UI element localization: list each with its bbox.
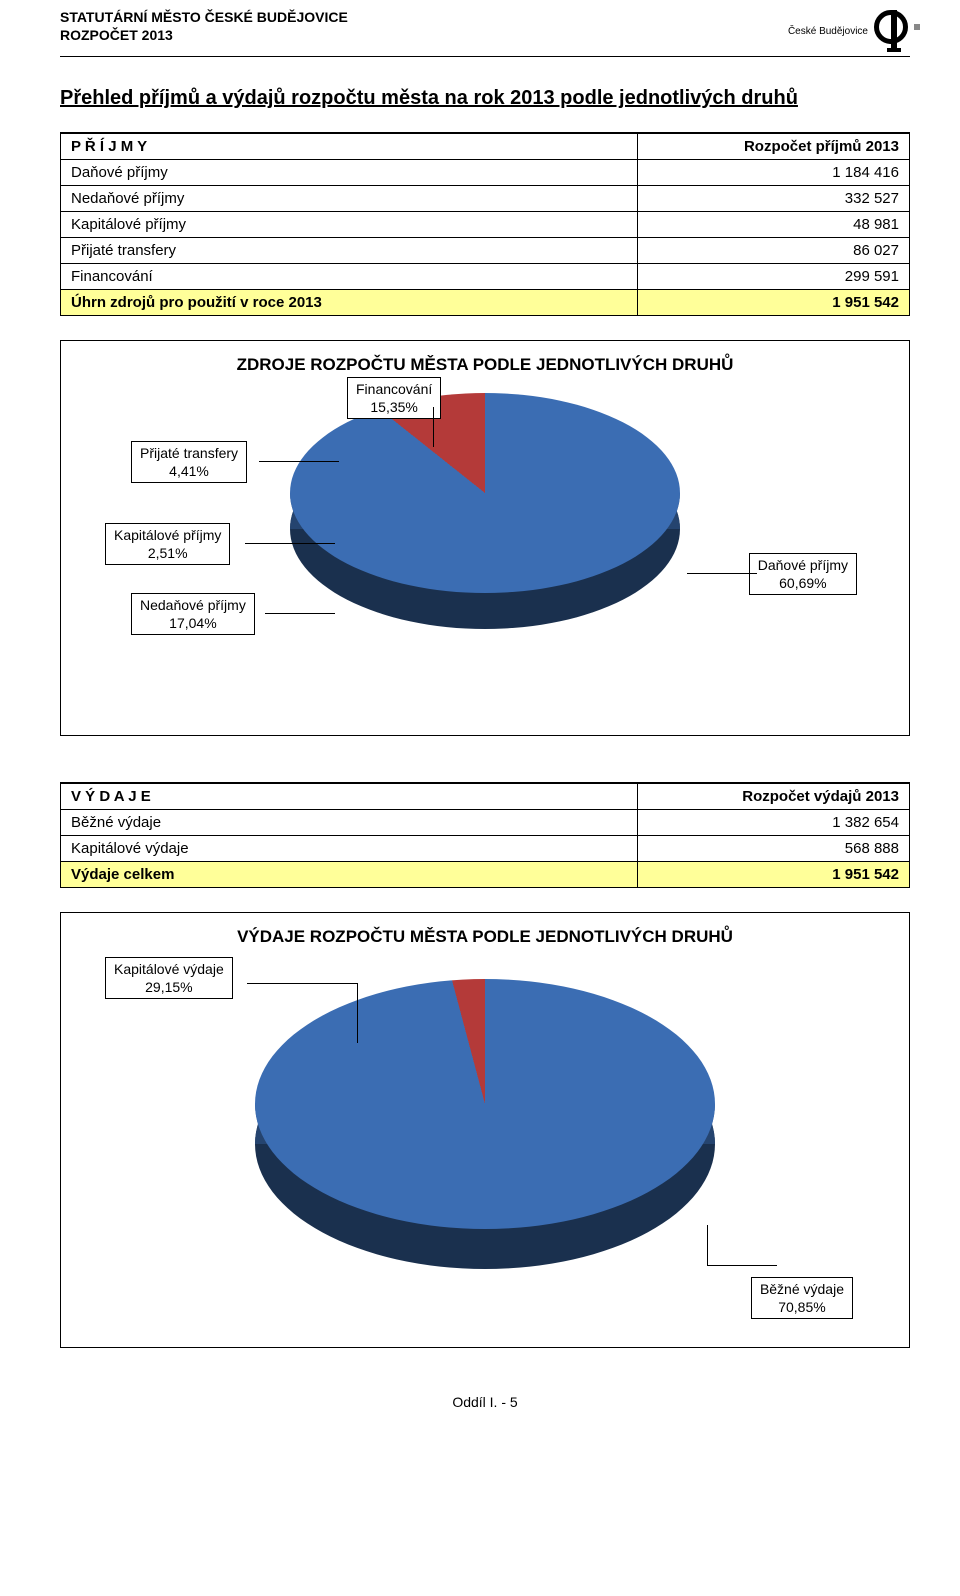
chart-callout: Nedaňové příjmy17,04% [131, 593, 255, 635]
leader-line [433, 407, 434, 447]
expense-chart-title: VÝDAJE ROZPOČTU MĚSTA PODLE JEDNOTLIVÝCH… [77, 927, 893, 947]
expense-header-right: Rozpočet výdajů 2013 [638, 783, 910, 810]
row-value: 332 527 [638, 186, 910, 212]
row-value: 299 591 [638, 264, 910, 290]
row-value: 1 382 654 [638, 810, 910, 836]
city-logo-icon [874, 10, 910, 52]
income-header-left: P Ř Í J M Y [61, 133, 638, 160]
row-value: 48 981 [638, 212, 910, 238]
chart-callout: Daňové příjmy60,69% [749, 553, 857, 595]
row-label: Přijaté transfery [61, 238, 638, 264]
row-label: Daňové příjmy [61, 160, 638, 186]
leader-line [707, 1225, 708, 1265]
chart-callout: Kapitálové příjmy2,51% [105, 523, 230, 565]
leader-line [707, 1265, 777, 1266]
logo-label: České Budějovice [788, 26, 868, 37]
chart-callout: Přijaté transfery4,41% [131, 441, 247, 483]
row-label: Běžné výdaje [61, 810, 638, 836]
page-title: Přehled příjmů a výdajů rozpočtu města n… [60, 87, 910, 110]
pie-top [290, 393, 680, 593]
pie-top [255, 979, 715, 1229]
leader-line [687, 573, 757, 574]
org-name: STATUTÁRNÍ MĚSTO ČESKÉ BUDĚJOVICE [60, 8, 348, 26]
table-row: Běžné výdaje1 382 654 [61, 810, 910, 836]
leader-line [265, 613, 335, 614]
table-row: Financování299 591 [61, 264, 910, 290]
row-value: 1 184 416 [638, 160, 910, 186]
header-logo-block: České Budějovice [788, 10, 910, 52]
row-label: Kapitálové výdaje [61, 836, 638, 862]
row-label: Nedaňové příjmy [61, 186, 638, 212]
table-row: Kapitálové výdaje568 888 [61, 836, 910, 862]
table-row: Daňové příjmy1 184 416 [61, 160, 910, 186]
table-row: Kapitálové příjmy48 981 [61, 212, 910, 238]
expense-total-value: 1 951 542 [638, 862, 910, 888]
row-label: Kapitálové příjmy [61, 212, 638, 238]
leader-line [357, 983, 358, 1043]
page-header: STATUTÁRNÍ MĚSTO ČESKÉ BUDĚJOVICE ROZPOČ… [60, 0, 910, 57]
page-footer: Oddíl I. - 5 [60, 1394, 910, 1410]
expense-total-label: Výdaje celkem [61, 862, 638, 888]
income-chart-frame: ZDROJE ROZPOČTU MĚSTA PODLE JEDNOTLIVÝCH… [60, 340, 910, 736]
table-row: Přijaté transfery86 027 [61, 238, 910, 264]
chart-callout: Běžné výdaje70,85% [751, 1277, 853, 1319]
header-text: STATUTÁRNÍ MĚSTO ČESKÉ BUDĚJOVICE ROZPOČ… [60, 8, 348, 44]
chart-callout: Kapitálové výdaje29,15% [105, 957, 233, 999]
income-table: P Ř Í J M Y Rozpočet příjmů 2013 Daňové … [60, 132, 910, 316]
income-chart-title: ZDROJE ROZPOČTU MĚSTA PODLE JEDNOTLIVÝCH… [77, 355, 893, 375]
leader-line [247, 983, 357, 984]
row-value: 86 027 [638, 238, 910, 264]
expense-chart-frame: VÝDAJE ROZPOČTU MĚSTA PODLE JEDNOTLIVÝCH… [60, 912, 910, 1348]
expense-header-left: V Ý D A J E [61, 783, 638, 810]
row-value: 568 888 [638, 836, 910, 862]
income-total-value: 1 951 542 [638, 290, 910, 316]
leader-line [259, 461, 339, 462]
doc-name: ROZPOČET 2013 [60, 26, 348, 44]
income-header-right: Rozpočet příjmů 2013 [638, 133, 910, 160]
expense-table: V Ý D A J E Rozpočet výdajů 2013 Běžné v… [60, 782, 910, 888]
chart-callout: Financování15,35% [347, 377, 441, 419]
row-label: Financování [61, 264, 638, 290]
leader-line [245, 543, 335, 544]
income-total-label: Úhrn zdrojů pro použití v roce 2013 [61, 290, 638, 316]
table-row: Nedaňové příjmy332 527 [61, 186, 910, 212]
